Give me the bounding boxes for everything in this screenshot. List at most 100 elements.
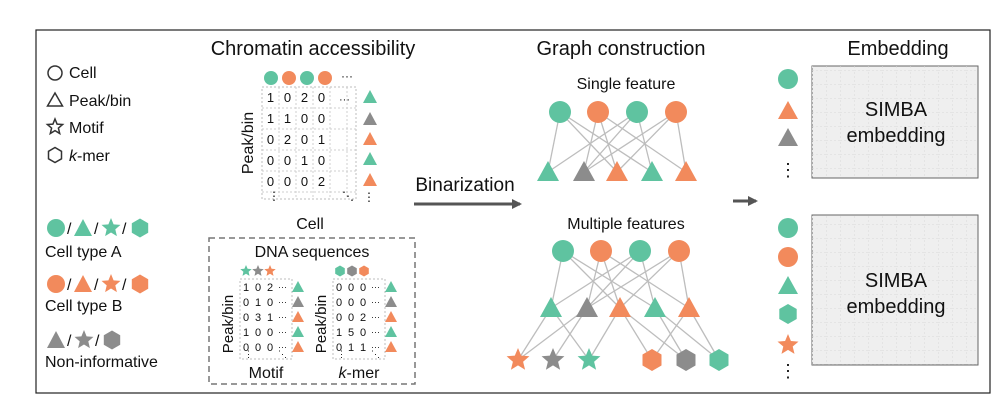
graph-edge [600, 250, 690, 309]
motif-label: Motif [249, 365, 284, 382]
dna-matrix-cell-value: 2 [360, 312, 366, 324]
matrix-cell-value: 1 [301, 153, 308, 168]
graph-edge [562, 250, 656, 309]
motif-node [506, 348, 530, 370]
embedding-motif-orange [777, 334, 799, 354]
peak-node [675, 161, 697, 181]
matrix-row-ellipsis: ··· [339, 94, 350, 106]
separator: / [122, 277, 127, 294]
dna-matrix-row-ellipsis: ··· [371, 282, 380, 292]
legend: Cell Peak/bin Motif k-mer / / / Cell typ… [45, 65, 158, 371]
kmer-row-axis-label: Peak/bin [313, 295, 330, 353]
matrix-cell-value: 0 [284, 90, 291, 105]
matrix-cell-value: 2 [318, 174, 325, 189]
kmer-node [642, 349, 662, 371]
graph-edge [550, 250, 641, 309]
kmer-col-hex-orange [359, 265, 369, 277]
dna-matrix-cell-value: 0 [243, 342, 249, 354]
embedding-box-line2: embedding [847, 296, 946, 318]
separator: / [94, 277, 99, 294]
graph-edge [619, 307, 687, 361]
dna-sequences-frame [208, 237, 416, 385]
kmer-row-peak-orange [385, 341, 397, 352]
gray-star-icon [74, 330, 94, 349]
motif-row-peak-green [292, 326, 304, 337]
kmer-row-peak-green [385, 326, 397, 337]
green-hexagon-icon [131, 218, 149, 238]
dna-matrix-row-ellipsis: ··· [371, 327, 380, 337]
dna-matrix-cell-value: 1 [243, 327, 249, 339]
kmer-matrix-grid [332, 278, 386, 360]
dna-sequences-title: DNA sequences [255, 244, 370, 261]
graph-edge [559, 111, 653, 173]
cell-shape-icon [47, 65, 63, 81]
embedding-peak-green [778, 276, 798, 294]
matrix-cell-value: 0 [267, 174, 274, 189]
embedding-cell-green [778, 69, 798, 89]
matrix-cell-value: 0 [267, 153, 274, 168]
embedding-box-line1: SIMBA [865, 99, 928, 121]
embedding-peak-orange [778, 101, 798, 119]
graph-edge [619, 250, 680, 309]
embedding-ellipsis: ⋮ [779, 160, 797, 180]
matrix-cell-value: 2 [284, 132, 291, 147]
matrix-row-peak-orange [363, 132, 377, 145]
motif-matrix-cells: 1 0 2 ···0 1 0 ···0 3 1 ···1 0 0 ···0 0 0 ···⋮ ⋱ [243, 282, 287, 359]
dna-matrix-diag-ellipsis: ⋱ [278, 349, 287, 359]
matrix-col-cell-green [300, 71, 314, 85]
dna-matrix-cell-value: 3 [255, 312, 261, 324]
dna-matrix-row-ellipsis: ··· [278, 327, 287, 337]
matrix-row-peak-orange [363, 173, 377, 186]
kmer-col-hex-green [335, 265, 345, 277]
graph-edge [547, 111, 638, 173]
gray-hexagon-icon [103, 330, 121, 350]
dna-matrix-cell-value: 1 [348, 342, 354, 354]
outer-frame [35, 29, 991, 394]
graph-edge [616, 111, 677, 173]
dna-matrix-cell-value: 0 [267, 342, 273, 354]
separator: / [95, 333, 100, 350]
peak-node [576, 297, 598, 317]
multiple-features-label: Multiple features [567, 216, 684, 233]
dna-matrix-row-ellipsis: ··· [371, 312, 380, 322]
motif-shape-icon [45, 117, 65, 136]
cell-node [629, 240, 651, 262]
peak-node [606, 161, 628, 181]
dna-matrix-row-ellipsis: ··· [278, 282, 287, 292]
orange-triangle-icon [74, 275, 92, 292]
kmer-row-peak-orange [385, 311, 397, 322]
dna-matrix-diag-ellipsis: ⋱ [371, 349, 380, 359]
matrix-row-ellipsis-vertical: ⋮ [363, 190, 375, 204]
dna-matrix-col-ellipsis: ⋮ [244, 349, 253, 359]
dna-matrix-cell-value: 0 [336, 312, 342, 324]
peak-node [537, 161, 559, 181]
matrix-col-cell-orange [282, 71, 296, 85]
dna-matrix-cell-value: 0 [267, 297, 273, 309]
graph-edge [562, 250, 621, 309]
matrix-cell-value: 2 [301, 90, 308, 105]
single-feature-graph [537, 101, 697, 181]
matrix-cell-value: 0 [284, 174, 291, 189]
kmer-row-peak-gray [385, 296, 397, 307]
matrix-cell-value: 1 [284, 111, 291, 126]
orange-hexagon-icon [131, 274, 149, 294]
dna-matrix-cell-value: 0 [336, 342, 342, 354]
embedding-ellipsis: ⋮ [779, 361, 797, 381]
dna-matrix-row-ellipsis: ··· [371, 297, 380, 307]
dna-matrix-cell-value: 0 [360, 297, 366, 309]
graph-edge [583, 111, 638, 173]
dna-matrix-cell-value: 0 [243, 312, 249, 324]
cell-node [665, 101, 687, 123]
dna-matrix-cell-value: 0 [348, 282, 354, 294]
matrix-col-ellipsis: ··· [341, 69, 353, 83]
separator: / [67, 277, 72, 294]
matrix-row-peak-gray [363, 112, 377, 125]
dna-matrix-cell-value: 1 [255, 297, 261, 309]
matrix-grid [261, 86, 357, 200]
kmer-row-peak-green [385, 281, 397, 292]
matrix-cell-value: 0 [318, 111, 325, 126]
separator: / [122, 221, 127, 238]
matrix-cell-value: 0 [267, 132, 274, 147]
matrix-cell-value: 0 [318, 153, 325, 168]
dna-matrix-cell-value: 0 [255, 327, 261, 339]
